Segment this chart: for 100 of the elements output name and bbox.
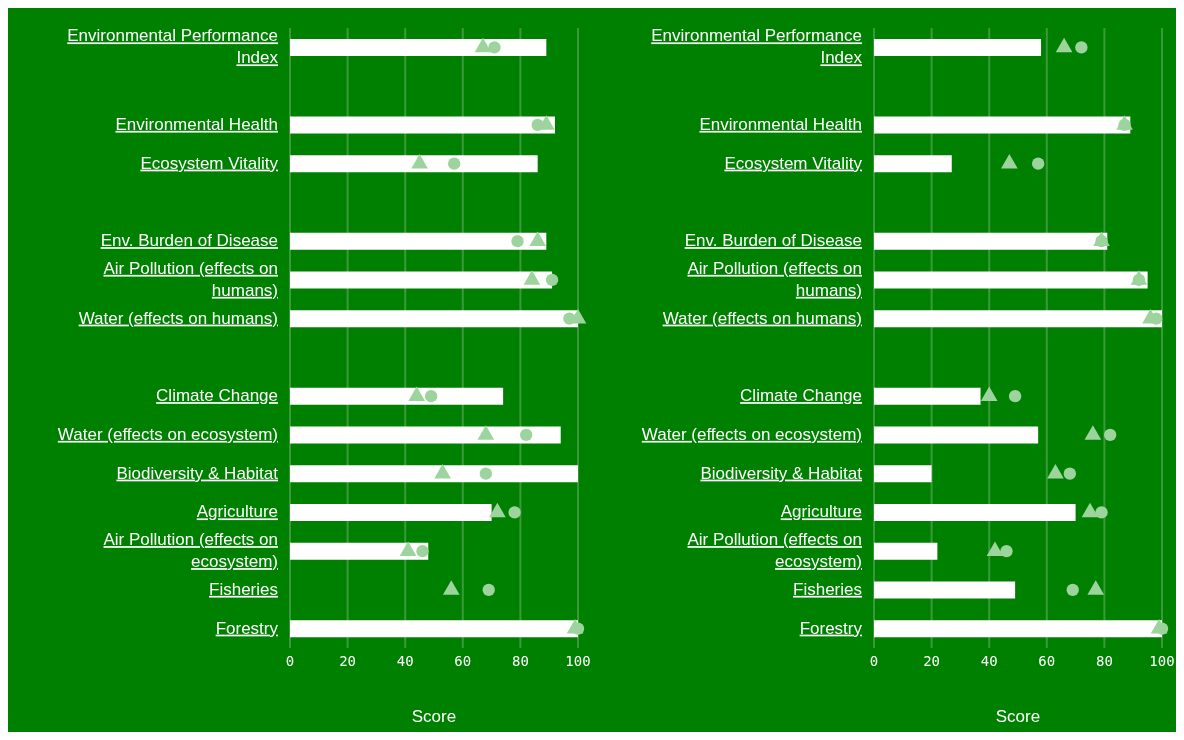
y-tick-label: Water (effects on ecosystem) xyxy=(57,424,278,444)
y-tick-label: Environmental Health xyxy=(699,114,862,134)
point xyxy=(980,386,998,401)
point xyxy=(508,506,521,519)
x-axis-title: Score xyxy=(411,707,457,726)
x-tick-label: 20 xyxy=(339,652,357,669)
point xyxy=(1055,37,1073,53)
point xyxy=(1031,157,1045,170)
y-tick-label: Water (effects on ecosystem) xyxy=(641,424,862,444)
x-tick-label: 80 xyxy=(511,652,529,669)
point xyxy=(1081,502,1099,518)
y-tick-label: Environmental Health xyxy=(115,114,278,134)
point xyxy=(474,37,492,53)
x-tick-label: 80 xyxy=(1095,652,1113,669)
x-tick-label: 40 xyxy=(396,652,414,669)
bar xyxy=(874,581,1016,599)
y-tick-label: Air Pollution (effects on humans) xyxy=(103,258,278,300)
bar xyxy=(874,542,938,560)
y-tick-label: Fisheries xyxy=(793,579,862,599)
bar xyxy=(290,542,429,560)
point xyxy=(488,41,501,54)
y-tick-label: Water (effects on humans) xyxy=(78,308,278,328)
bar xyxy=(874,116,1131,134)
y-tick-label: Fisheries xyxy=(209,579,278,599)
point xyxy=(1084,425,1102,440)
point xyxy=(1066,583,1079,597)
bar xyxy=(874,271,1148,289)
bar xyxy=(290,310,578,328)
y-tick-label: Biodiversity & Habitat xyxy=(700,463,863,483)
point xyxy=(447,157,461,170)
point xyxy=(531,118,544,132)
bar xyxy=(874,155,952,173)
point xyxy=(545,273,559,287)
point xyxy=(416,544,429,558)
y-tick-label: Env. Burden of Disease xyxy=(684,231,862,251)
point xyxy=(1087,580,1105,595)
bar xyxy=(290,155,538,173)
x-tick-label: 20 xyxy=(923,652,941,669)
point xyxy=(563,312,576,325)
y-tick-label: Environmental Performance Index xyxy=(651,26,863,68)
point xyxy=(479,467,493,480)
y-tick-label: Air Pollution (effects on ecosystem) xyxy=(103,530,278,572)
point xyxy=(1000,544,1013,558)
point xyxy=(1103,428,1117,442)
y-tick-label: Env. Burden of Disease xyxy=(100,231,278,251)
bar xyxy=(290,504,492,521)
point xyxy=(1008,389,1022,403)
bar xyxy=(290,426,561,444)
x-tick-label: 60 xyxy=(1038,652,1056,669)
point xyxy=(1075,41,1088,54)
y-tick-label: Agriculture xyxy=(780,502,862,522)
point xyxy=(1063,467,1077,480)
y-tick-label: Ecosystem Vitality xyxy=(724,153,863,173)
point xyxy=(399,541,417,556)
point xyxy=(477,425,495,440)
point xyxy=(411,154,428,169)
y-tick-label: Water (effects on humans) xyxy=(662,308,862,328)
bar xyxy=(874,387,981,405)
x-tick-label: 100 xyxy=(565,652,591,669)
x-tick-label: 0 xyxy=(869,652,879,669)
y-tick-label: Environmental Performance Index xyxy=(67,26,279,68)
y-tick-label: Air Pollution (effects on humans) xyxy=(687,258,862,300)
bar xyxy=(290,620,578,638)
bar xyxy=(874,465,932,483)
bar xyxy=(874,504,1076,521)
point xyxy=(408,386,426,401)
point xyxy=(1001,154,1018,169)
y-tick-label: Air Pollution (effects on ecosystem) xyxy=(687,530,862,572)
bar xyxy=(290,116,555,134)
y-tick-label: Climate Change xyxy=(156,386,278,406)
point xyxy=(434,464,451,479)
point xyxy=(1095,506,1108,519)
bar xyxy=(874,426,1039,444)
point xyxy=(523,270,541,285)
bar xyxy=(290,39,547,56)
x-tick-label: 40 xyxy=(980,652,998,669)
y-tick-label: Agriculture xyxy=(196,502,278,522)
x-tick-label: 0 xyxy=(285,652,295,669)
x-tick-label: 100 xyxy=(1149,652,1175,669)
bar xyxy=(290,271,553,289)
point xyxy=(442,580,460,595)
point xyxy=(489,502,506,518)
point xyxy=(986,541,1004,556)
bar xyxy=(874,620,1162,638)
y-tick-label: Forestry xyxy=(799,618,863,638)
point xyxy=(424,389,438,403)
bar xyxy=(874,232,1108,250)
x-tick-label: 60 xyxy=(454,652,472,669)
point xyxy=(482,583,495,597)
point xyxy=(1047,464,1064,479)
bar xyxy=(874,310,1162,328)
y-tick-label: Forestry xyxy=(215,618,279,638)
bar xyxy=(290,465,578,483)
bar xyxy=(290,387,504,405)
y-tick-label: Climate Change xyxy=(740,386,862,406)
point xyxy=(519,428,533,442)
bar xyxy=(290,232,547,250)
point xyxy=(529,231,546,246)
x-axis-title: Score xyxy=(995,707,1041,726)
y-tick-label: Ecosystem Vitality xyxy=(140,153,279,173)
